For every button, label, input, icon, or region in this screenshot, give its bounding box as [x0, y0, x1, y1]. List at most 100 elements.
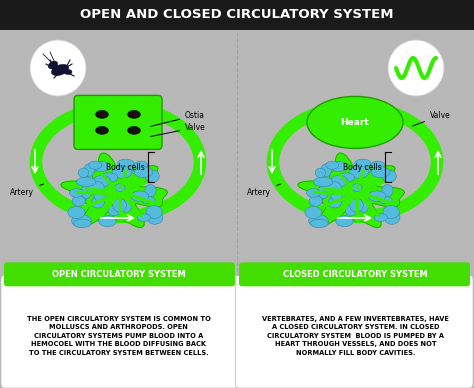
Ellipse shape: [68, 206, 85, 218]
Ellipse shape: [307, 96, 403, 148]
Ellipse shape: [315, 168, 326, 177]
Text: Artery: Artery: [10, 184, 44, 197]
Ellipse shape: [310, 219, 328, 228]
Ellipse shape: [382, 170, 396, 182]
Ellipse shape: [326, 161, 338, 169]
Ellipse shape: [121, 165, 134, 174]
Ellipse shape: [309, 215, 328, 227]
Ellipse shape: [84, 164, 94, 177]
Ellipse shape: [349, 166, 369, 178]
Ellipse shape: [350, 198, 364, 212]
Text: Body cells: Body cells: [106, 163, 145, 171]
Ellipse shape: [95, 111, 109, 118]
Ellipse shape: [384, 211, 400, 224]
Ellipse shape: [377, 170, 389, 178]
Ellipse shape: [134, 161, 147, 169]
Circle shape: [30, 40, 86, 96]
Text: CLOSED CIRCULATORY SYSTEM: CLOSED CIRCULATORY SYSTEM: [283, 270, 428, 279]
Ellipse shape: [313, 177, 333, 187]
Ellipse shape: [115, 184, 125, 192]
Text: Valve: Valve: [151, 123, 206, 137]
Ellipse shape: [95, 126, 109, 134]
Ellipse shape: [94, 189, 105, 201]
Ellipse shape: [358, 165, 371, 174]
Ellipse shape: [121, 199, 132, 213]
Ellipse shape: [336, 215, 353, 227]
Text: Ostia: Ostia: [151, 111, 205, 126]
Ellipse shape: [89, 161, 101, 169]
Text: Body cells: Body cells: [343, 163, 382, 171]
Ellipse shape: [72, 215, 91, 227]
Circle shape: [388, 40, 444, 96]
Ellipse shape: [94, 189, 109, 198]
Text: THE OPEN CIRCULATORY SYSTEM IS COMMON TO
MOLLUSCS AND ARTHROPODS. OPEN
CIRCULATO: THE OPEN CIRCULATORY SYSTEM IS COMMON TO…: [27, 316, 210, 356]
Ellipse shape: [146, 205, 162, 218]
Ellipse shape: [48, 61, 58, 69]
Ellipse shape: [368, 191, 386, 201]
Bar: [0, 0, 474, 30]
FancyBboxPatch shape: [239, 262, 470, 286]
Ellipse shape: [346, 205, 357, 216]
Ellipse shape: [73, 219, 91, 228]
Ellipse shape: [328, 197, 341, 208]
Ellipse shape: [379, 196, 392, 204]
Ellipse shape: [382, 184, 393, 196]
FancyBboxPatch shape: [74, 95, 162, 149]
Ellipse shape: [355, 159, 371, 167]
Text: OPEN AND CLOSED CIRCULATORY SYSTEM: OPEN AND CLOSED CIRCULATORY SYSTEM: [80, 9, 394, 21]
Ellipse shape: [93, 175, 111, 187]
Ellipse shape: [331, 189, 342, 201]
Ellipse shape: [318, 185, 328, 199]
Ellipse shape: [374, 214, 387, 222]
Ellipse shape: [321, 164, 331, 177]
Ellipse shape: [137, 214, 150, 222]
Ellipse shape: [131, 191, 149, 201]
Ellipse shape: [86, 181, 104, 194]
Ellipse shape: [112, 166, 132, 178]
Ellipse shape: [128, 126, 140, 134]
FancyBboxPatch shape: [1, 275, 238, 388]
Ellipse shape: [64, 69, 72, 74]
Ellipse shape: [331, 189, 346, 198]
Ellipse shape: [142, 196, 155, 204]
Ellipse shape: [51, 64, 69, 76]
Ellipse shape: [76, 177, 96, 187]
Ellipse shape: [371, 161, 384, 169]
Text: Artery: Artery: [247, 184, 281, 197]
Ellipse shape: [113, 198, 127, 212]
Ellipse shape: [72, 196, 85, 206]
Text: Heart: Heart: [341, 118, 369, 127]
Ellipse shape: [147, 211, 163, 224]
Ellipse shape: [307, 189, 321, 197]
Ellipse shape: [337, 173, 355, 182]
FancyBboxPatch shape: [236, 275, 473, 388]
Ellipse shape: [78, 168, 89, 177]
Ellipse shape: [81, 185, 91, 199]
Ellipse shape: [91, 197, 104, 208]
Ellipse shape: [371, 167, 390, 178]
Ellipse shape: [330, 175, 348, 187]
Ellipse shape: [140, 170, 152, 178]
Ellipse shape: [305, 206, 322, 218]
Text: Valve: Valve: [412, 111, 451, 126]
Ellipse shape: [145, 170, 159, 182]
Ellipse shape: [99, 215, 116, 227]
Ellipse shape: [330, 161, 347, 171]
FancyBboxPatch shape: [4, 262, 235, 286]
Ellipse shape: [145, 184, 156, 196]
Ellipse shape: [352, 184, 362, 192]
Ellipse shape: [358, 199, 369, 213]
Text: OPEN CIRCULATORY SYSTEM: OPEN CIRCULATORY SYSTEM: [52, 270, 185, 279]
Ellipse shape: [383, 205, 399, 218]
Ellipse shape: [323, 181, 341, 194]
Ellipse shape: [93, 161, 110, 171]
Polygon shape: [298, 153, 404, 227]
Ellipse shape: [70, 189, 84, 197]
Text: VERTEBRATES, AND A FEW INVERTEBRATES, HAVE
A CLOSED CIRCULATORY SYSTEM. IN CLOSE: VERTEBRATES, AND A FEW INVERTEBRATES, HA…: [262, 316, 449, 356]
Ellipse shape: [118, 159, 134, 167]
Ellipse shape: [100, 173, 118, 182]
Ellipse shape: [109, 205, 120, 216]
Ellipse shape: [309, 196, 322, 206]
Ellipse shape: [134, 167, 153, 178]
Polygon shape: [61, 153, 167, 227]
